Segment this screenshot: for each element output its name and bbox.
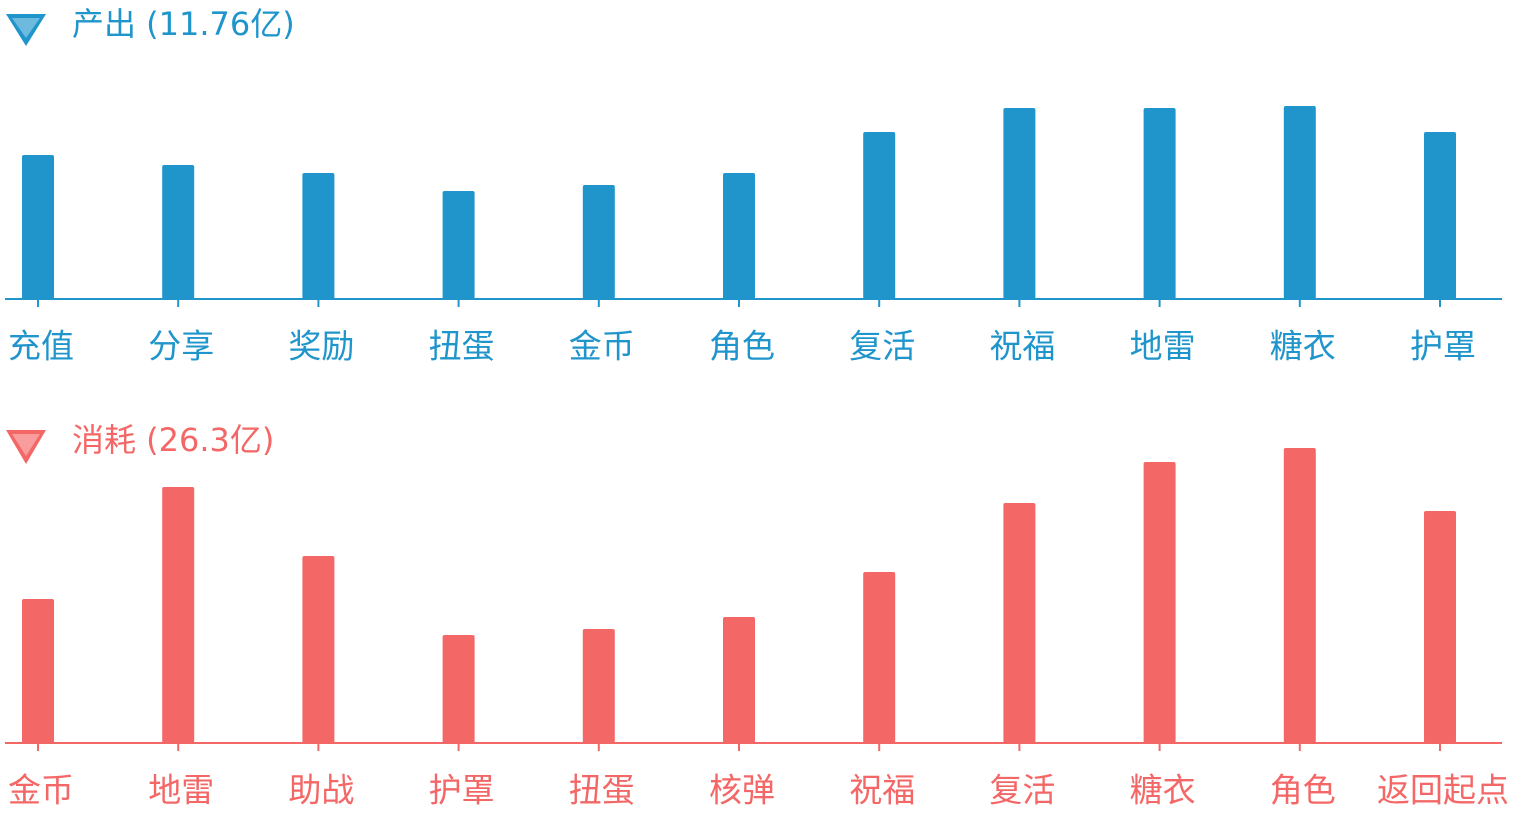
bar [723, 617, 755, 743]
x-tick-label: 扭蛋 [569, 771, 635, 810]
bar [863, 132, 896, 299]
bar [1424, 511, 1456, 743]
x-tick-label: 充值 [8, 327, 74, 366]
bar [302, 556, 335, 743]
x-tick-label: 返回起点 [1377, 771, 1509, 810]
x-tick-label: 护罩 [429, 771, 495, 810]
bar [22, 155, 54, 299]
x-tick-label: 核弹 [709, 771, 775, 810]
x-tick-label: 复活 [849, 327, 915, 366]
bar [1143, 108, 1176, 299]
x-tick-label: 扭蛋 [429, 327, 495, 366]
bar [863, 572, 896, 743]
x-tick-label: 祝福 [989, 327, 1055, 366]
x-tick-label: 祝福 [849, 771, 915, 810]
x-tick-label: 地雷 [148, 771, 214, 810]
bar [1283, 106, 1316, 299]
bar [582, 629, 615, 743]
x-tick-label: 分享 [148, 327, 214, 366]
x-tick-label: 角色 [709, 327, 775, 366]
bar [22, 599, 54, 743]
bar [1003, 108, 1036, 299]
bar [162, 487, 195, 743]
x-tick-label: 奖励 [288, 327, 354, 366]
x-tick-label: 复活 [989, 771, 1055, 810]
bar [582, 185, 615, 299]
x-tick-label: 金币 [8, 771, 74, 810]
chart-title: 消耗 (26.3亿) [72, 421, 274, 459]
bar [442, 191, 475, 299]
x-tick-label: 地雷 [1130, 327, 1196, 366]
bar [302, 173, 335, 299]
chart-title: 产出 (11.76亿) [72, 5, 295, 43]
bar [1003, 503, 1036, 743]
x-tick-label: 糖衣 [1130, 771, 1196, 810]
diamond-icon [6, 14, 46, 46]
x-tick-label: 角色 [1270, 771, 1336, 810]
x-tick-label: 金币 [569, 327, 635, 366]
bar [1143, 462, 1176, 743]
bar [442, 635, 475, 743]
x-tick-label: 助战 [288, 771, 354, 810]
diamond-icon [6, 430, 46, 464]
x-tick-label: 糖衣 [1270, 327, 1336, 366]
bar [162, 165, 195, 299]
x-tick-label: 护罩 [1410, 327, 1476, 366]
bar [723, 173, 755, 299]
bar [1424, 132, 1456, 299]
bar [1283, 448, 1316, 743]
